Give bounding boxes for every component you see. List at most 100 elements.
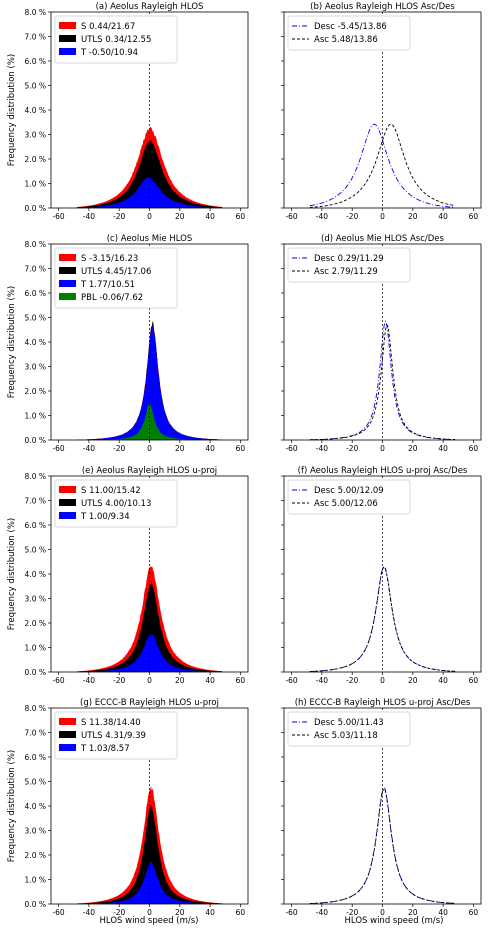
series-line-d-1 [309, 323, 456, 441]
xtick-label-g-0: -60 [52, 908, 64, 917]
legend-label-b-1: Asc 5.48/13.86 [314, 35, 378, 45]
panel-a: (a) Aeolus Rayleigh HLOS 0.0 % 1.0 % 2.0 % 3… [7, 2, 249, 221]
xtick-label-c-2: -20 [113, 444, 125, 453]
panel-title-e: (e) Aeolus Rayleigh HLOS u-proj [82, 466, 217, 476]
xtick-label-f-5: 40 [438, 676, 448, 685]
xtick-label-c-3: 0 [147, 444, 152, 453]
legend-box-c [54, 247, 178, 309]
xtick-label-e-4: 20 [175, 676, 185, 685]
xtick-label-a-2: -20 [113, 212, 125, 221]
ytick-label-g-7: 7.0 % [25, 729, 46, 738]
xtick-label-c-0: -60 [52, 444, 64, 453]
panel-d: (d) Aeolus Mie HLOS Asc/Des -60 -40 -20 0 20 4… [281, 234, 482, 453]
series-area-c-2 [76, 326, 223, 440]
xtick-label-a-0: -60 [52, 212, 64, 221]
xtick-label-a-4: 20 [175, 212, 185, 221]
xtick-label-c-4: 20 [175, 444, 185, 453]
series-area-e-1 [76, 582, 223, 672]
xtick-label-e-6: 60 [236, 676, 246, 685]
series-area-g-2 [76, 861, 223, 904]
panel-title-g: (g) ECCC-B Rayleigh HLOS u-proj [80, 698, 219, 708]
legend-label-f-1: Asc 5.00/12.06 [314, 499, 378, 509]
ytick-label-c-1: 1.0 % [25, 412, 46, 421]
ytick-label-a-8: 8.0 % [25, 8, 46, 17]
ytick-label-g-5: 5.0 % [25, 778, 46, 787]
xtick-label-b-3: 0 [380, 212, 385, 221]
panel-h: (h) ECCC-B Rayleigh HLOS u-proj Asc/Des -… [281, 698, 482, 917]
xtick-label-g-3: 0 [147, 908, 152, 917]
ytick-label-a-0: 0.0 % [25, 204, 46, 213]
ytick-label-c-4: 4.0 % [25, 338, 46, 347]
xtick-label-g-2: -20 [113, 908, 125, 917]
panels: (a) Aeolus Rayleigh HLOS 0.0 % 1.0 % 2.0 % 3… [7, 2, 482, 917]
legend-label-c-1: UTLS 4.45/17.06 [81, 267, 151, 277]
xtick-label-b-5: 40 [438, 212, 448, 221]
legend-label-g-2: T 1.03/8.57 [80, 744, 130, 754]
xtick-label-f-0: -60 [285, 676, 297, 685]
ytick-label-g-0: 0.0 % [25, 900, 46, 909]
xtick-label-d-5: 40 [438, 444, 448, 453]
xtick-label-b-2: -20 [346, 212, 358, 221]
legend-g: S 11.38/14.40 UTLS 4.31/9.39 T 1.03/8.57 [54, 711, 178, 760]
legend-swatch-g-2 [59, 744, 76, 751]
ytick-label-e-3: 3.0 % [25, 595, 46, 604]
legend-swatch-e-0 [59, 486, 76, 493]
legend-label-d-0: Desc 0.29/11.29 [314, 254, 384, 264]
legend-swatch-c-1 [59, 267, 76, 274]
legend-swatch-g-1 [59, 731, 76, 738]
xtick-label-f-3: 0 [380, 676, 385, 685]
xtick-label-c-5: 40 [205, 444, 215, 453]
legend-a: S 0.44/21.67 UTLS 0.34/12.55 T -0.50/10.94 [54, 15, 178, 64]
xtick-label-d-4: 20 [408, 444, 418, 453]
xtick-label-g-6: 60 [236, 908, 246, 917]
ytick-label-e-7: 7.0 % [25, 497, 46, 506]
ytick-label-e-4: 4.0 % [25, 570, 46, 579]
xtick-label-e-2: -20 [113, 676, 125, 685]
legend-e: S 11.00/15.42 UTLS 4.00/10.13 T 1.00/9.34 [54, 479, 178, 528]
ytick-label-c-5: 5.0 % [25, 314, 46, 323]
ytick-label-c-0: 0.0 % [25, 436, 46, 445]
ytick-label-g-1: 1.0 % [25, 876, 46, 885]
xtick-label-f-1: -40 [316, 676, 328, 685]
series-group-h [309, 786, 456, 904]
xtick-label-d-6: 60 [469, 444, 479, 453]
series-line-f-0 [309, 565, 456, 672]
legend-h: Desc 5.00/11.43 Asc 5.03/11.18 [287, 711, 411, 747]
legend-label-a-1: UTLS 0.34/12.55 [81, 35, 151, 45]
ytick-label-a-7: 7.0 % [25, 33, 46, 42]
legend-f: Desc 5.00/12.09 Asc 5.00/12.06 [287, 479, 411, 515]
legend-swatch-g-0 [59, 718, 76, 725]
xtick-label-d-3: 0 [380, 444, 385, 453]
ytick-label-c-3: 3.0 % [25, 363, 46, 372]
xtick-label-g-5: 40 [205, 908, 215, 917]
xtick-label-a-5: 40 [205, 212, 215, 221]
legend-c: S -3.15/16.23 UTLS 4.45/17.06 T 1.77/10.51… [54, 247, 178, 309]
ytick-label-a-5: 5.0 % [25, 82, 46, 91]
panel-g: (g) ECCC-B Rayleigh HLOS u-proj 0.0 % 1.0 … [7, 698, 249, 917]
legend-box-e [54, 479, 178, 528]
legend-label-h-1: Asc 5.03/11.18 [314, 731, 378, 741]
xtick-label-h-5: 40 [438, 908, 448, 917]
xtick-label-f-6: 60 [469, 676, 479, 685]
legend-swatch-e-1 [59, 499, 76, 506]
panel-b: (b) Aeolus Rayleigh HLOS Asc/Des -60 -40 -2… [281, 2, 482, 221]
panel-title-b: (b) Aeolus Rayleigh HLOS Asc/Des [310, 2, 455, 12]
legend-label-g-0: S 11.38/14.40 [81, 718, 141, 728]
ytick-label-a-2: 2.0 % [25, 155, 46, 164]
y-axis-label-c: Frequency distribution (%) [7, 286, 17, 398]
xtick-label-h-0: -60 [285, 908, 297, 917]
xtick-label-d-2: -20 [346, 444, 358, 453]
panel-f: (f) Aeolus Rayleigh HLOS u-proj Asc/Des -… [281, 466, 482, 685]
legend-label-e-1: UTLS 4.00/10.13 [81, 499, 151, 509]
xtick-label-a-1: -40 [83, 212, 95, 221]
legend-label-h-0: Desc 5.00/11.43 [314, 718, 384, 728]
legend-swatch-c-2 [59, 280, 76, 287]
xtick-label-f-4: 20 [408, 676, 418, 685]
y-axis-label-a: Frequency distribution (%) [7, 54, 17, 166]
xtick-label-e-0: -60 [52, 676, 64, 685]
xtick-label-a-3: 0 [147, 212, 152, 221]
legend-box-g [54, 711, 178, 760]
legend-d: Desc 0.29/11.29 Asc 2.79/11.29 [287, 247, 411, 283]
xtick-label-h-3: 0 [380, 908, 385, 917]
ytick-label-c-7: 7.0 % [25, 265, 46, 274]
